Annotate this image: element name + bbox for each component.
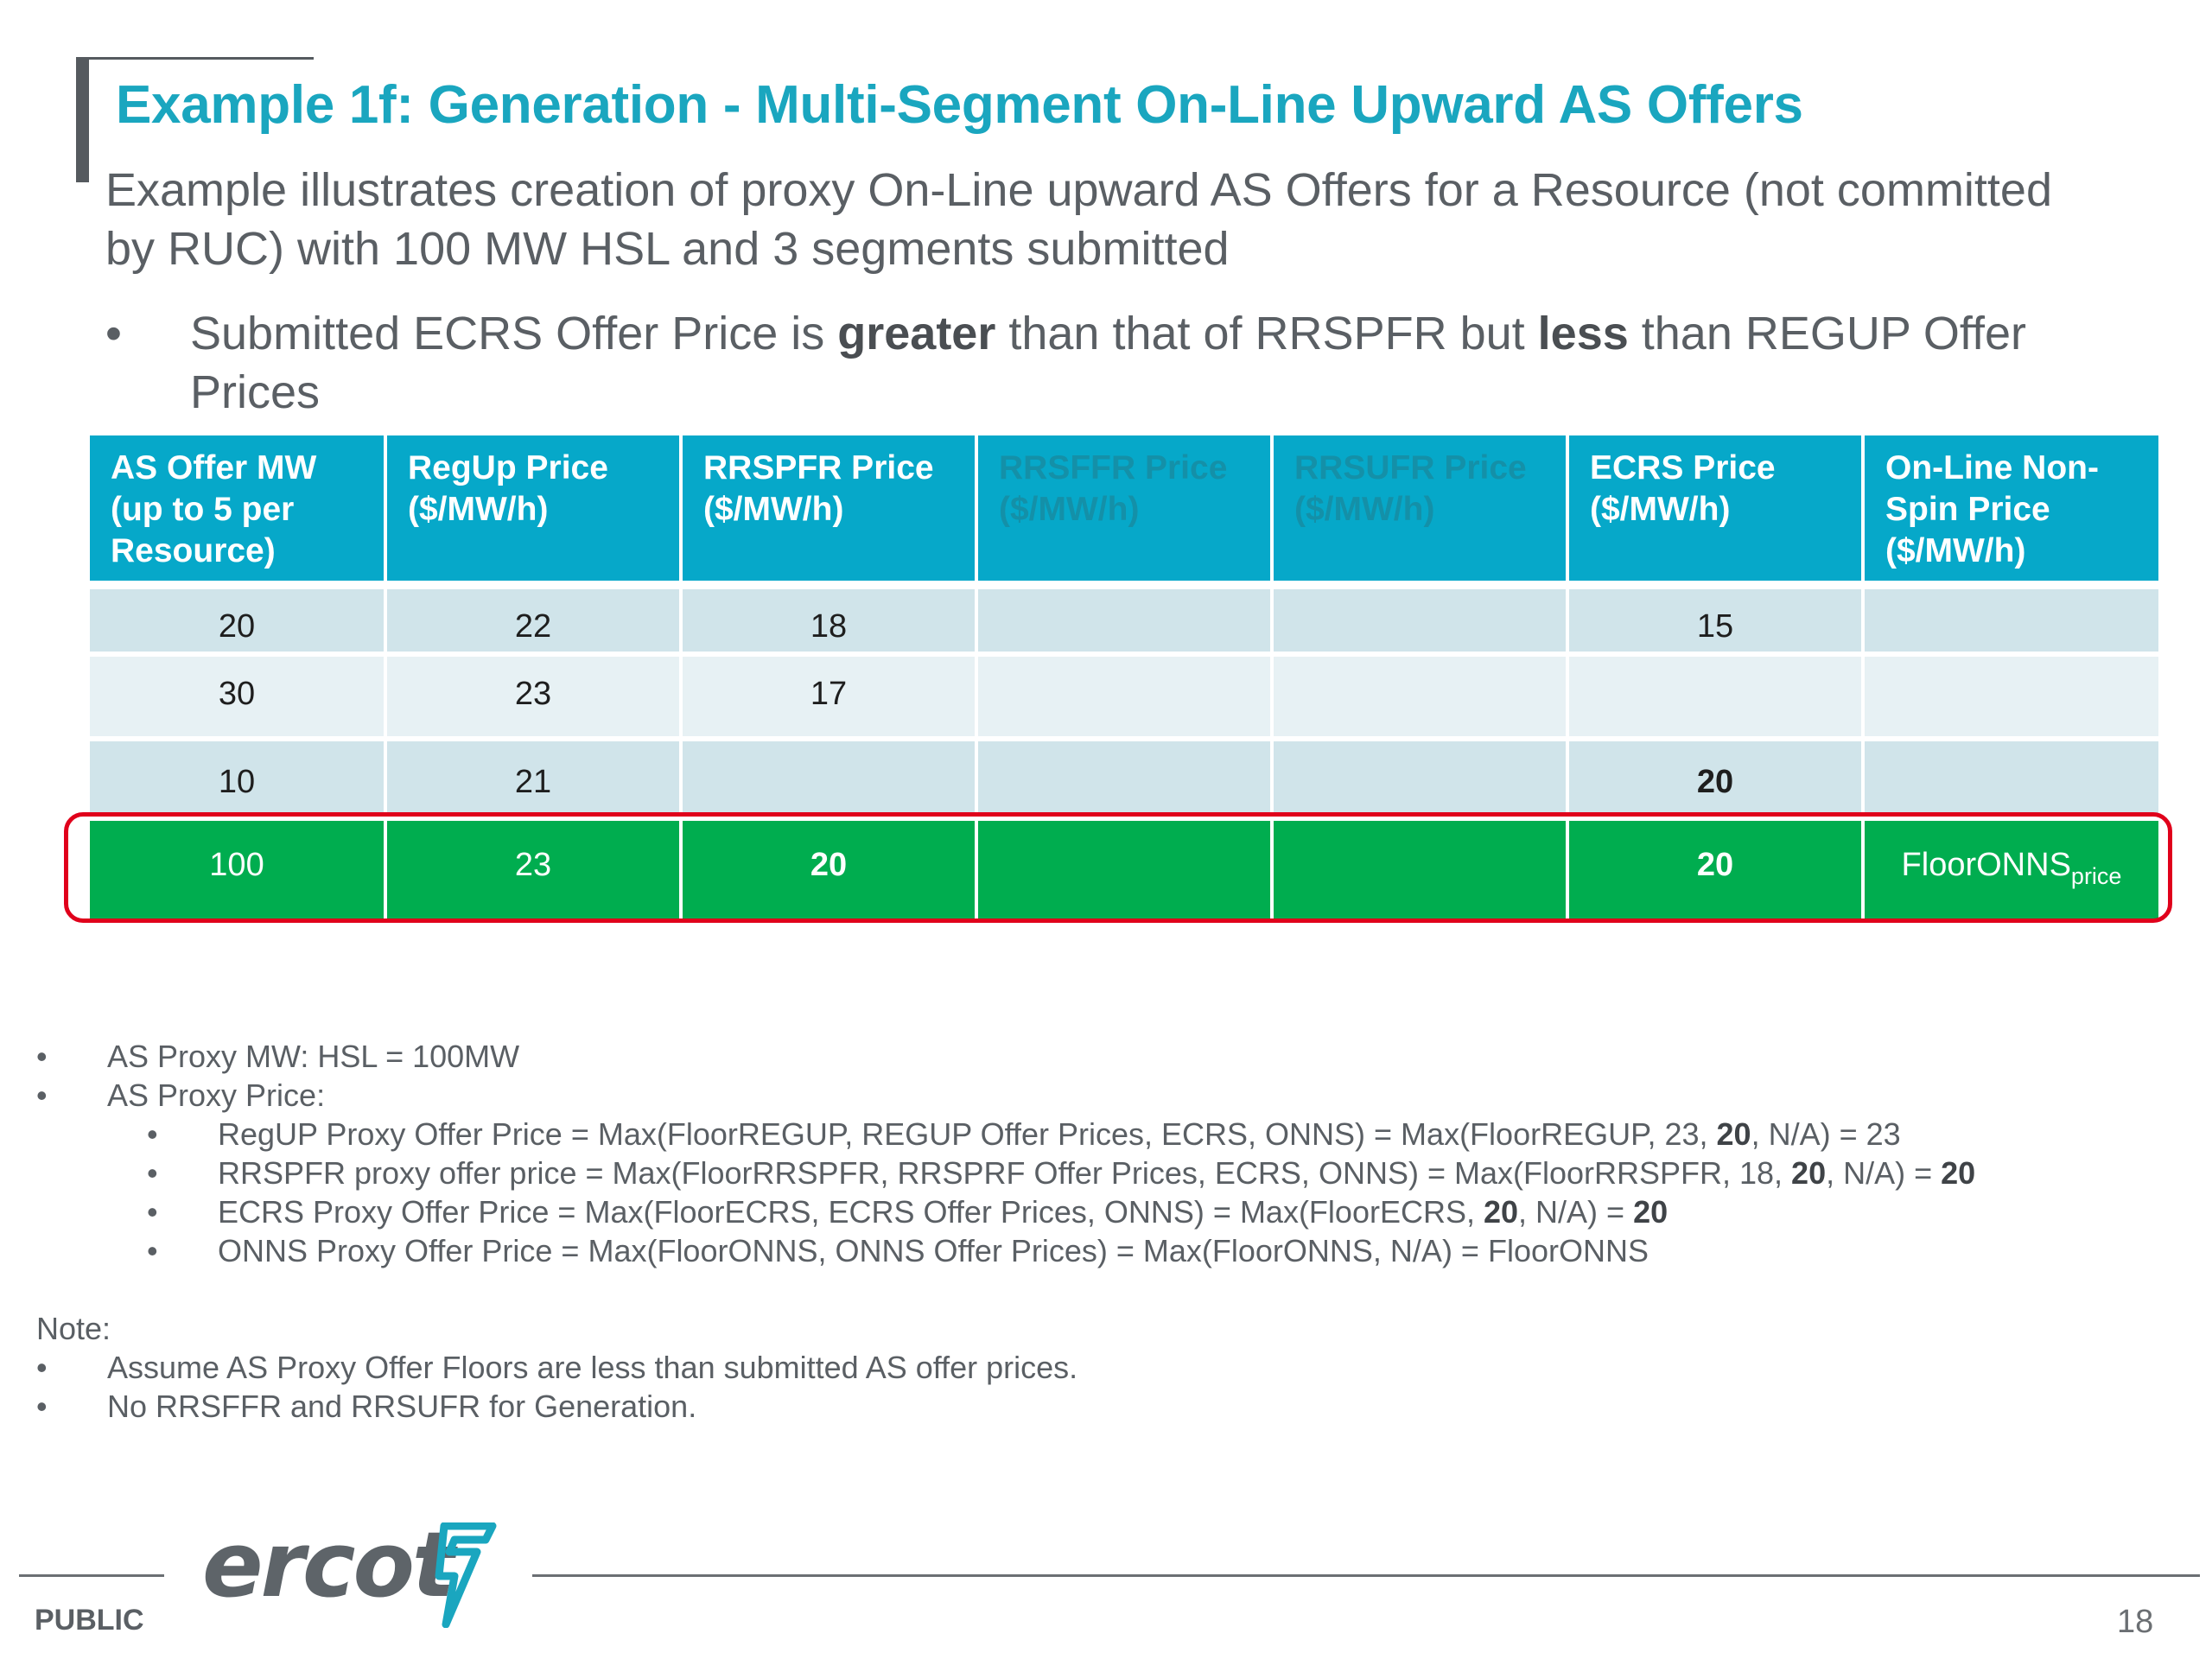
- proxy-offer-row: 100 23 20 20 FloorONNSprice: [90, 818, 2158, 920]
- proxy-ecrs-cell: 20: [1567, 818, 1865, 920]
- header-as-offer-mw: AS Offer MW (up to 5 per Resource): [90, 435, 387, 589]
- table-cell: [681, 739, 978, 821]
- header-rrsffr-price: RRSFFR Price ($/MW/h): [976, 435, 1274, 589]
- notes-section: • AS Proxy MW: HSL = 100MW • AS Proxy Pric…: [36, 1037, 2179, 1426]
- table-cell: 30: [90, 654, 387, 741]
- page-number: 18: [2117, 1604, 2154, 1640]
- footer-divider-left: [19, 1574, 164, 1577]
- bullet-marker: •: [147, 1194, 158, 1230]
- table-cell: 17: [681, 654, 978, 741]
- table-row: 30 23 17: [90, 654, 2158, 741]
- proxy-rrspfr-cell: 20: [681, 818, 978, 920]
- bullet-marker: •: [36, 1039, 48, 1074]
- table-cell: [1272, 654, 1569, 741]
- title-bracket: [76, 57, 314, 60]
- logo-wordmark: ercot: [202, 1512, 455, 1618]
- table-cell: [1272, 585, 1569, 657]
- table-cell: 21: [385, 739, 683, 821]
- list-item: • AS Proxy MW: HSL = 100MW: [36, 1037, 2179, 1076]
- table-cell: [1272, 739, 1569, 821]
- table-cell: 23: [385, 654, 683, 741]
- table-cell: [1863, 739, 2158, 821]
- table-cell: 15: [1567, 585, 1865, 657]
- bullet-marker: •: [36, 1077, 48, 1113]
- main-bullet: • Submitted ECRS Offer Price is greater …: [105, 304, 2162, 422]
- note-1: Assume AS Proxy Offer Floors are less th…: [107, 1350, 1078, 1385]
- table-cell: 10: [90, 739, 387, 821]
- bullet-marker: •: [147, 1155, 158, 1191]
- spacer: [36, 1270, 2179, 1309]
- ecrs-formula-pre: ECRS Proxy Offer Price = Max(FloorECRS, …: [218, 1194, 1484, 1230]
- bullet-marker: •: [36, 1350, 48, 1385]
- header-ecrs-price: ECRS Price ($/MW/h): [1567, 435, 1865, 589]
- bullet-marker: •: [105, 308, 122, 359]
- regup-formula-bold: 20: [1716, 1116, 1751, 1152]
- proxy-rrsffr-cell: [976, 818, 1274, 920]
- header-rrspfr-price: RRSPFR Price ($/MW/h): [681, 435, 978, 589]
- list-item: • Assume AS Proxy Offer Floors are less t…: [36, 1348, 2179, 1387]
- rrspfr-formula-bold2: 20: [1941, 1155, 1976, 1191]
- table-cell: [1863, 654, 2158, 741]
- list-item: • RRSPFR proxy offer price = Max(FloorRRS…: [36, 1154, 2179, 1192]
- proxy-regup-cell: 23: [385, 818, 683, 920]
- as-offer-table: AS Offer MW (up to 5 per Resource) RegUp…: [90, 435, 2158, 920]
- regup-formula-pre: RegUP Proxy Offer Price = Max(FloorREGUP…: [218, 1116, 1717, 1152]
- note-label: Note:: [36, 1311, 111, 1346]
- list-item: • ECRS Proxy Offer Price = Max(FloorECRS,…: [36, 1192, 2179, 1231]
- bullet-marker: •: [36, 1389, 48, 1424]
- proxy-mw-text: AS Proxy MW: HSL = 100MW: [107, 1039, 520, 1074]
- footer-divider-right: [532, 1574, 2200, 1577]
- rrspfr-formula-mid: , N/A) =: [1826, 1155, 1942, 1191]
- list-item: • RegUP Proxy Offer Price = Max(FloorREGU…: [36, 1115, 2179, 1154]
- ecrs-formula-bold2: 20: [1633, 1194, 1669, 1230]
- header-onns-price: On-Line Non-Spin Price ($/MW/h): [1863, 435, 2158, 589]
- bullet-marker: •: [147, 1233, 158, 1268]
- header-rrsufr-price: RRSUFR Price ($/MW/h): [1272, 435, 1569, 589]
- table-cell: [976, 585, 1274, 657]
- bullet-text-2: than that of RRSPFR but: [995, 308, 1538, 359]
- bullet-bold-greater: greater: [837, 308, 996, 359]
- table-header-row: AS Offer MW (up to 5 per Resource) RegUp…: [90, 435, 2158, 589]
- table-row: 10 21 20: [90, 739, 2158, 821]
- header-regup-price: RegUp Price ($/MW/h): [385, 435, 683, 589]
- title-bracket-bar: [76, 57, 89, 182]
- bullet-marker: •: [147, 1116, 158, 1152]
- list-item: • ONNS Proxy Offer Price = Max(FloorONNS,…: [36, 1231, 2179, 1270]
- table-cell: [1567, 654, 1865, 741]
- ercot-logo: ercot: [202, 1512, 497, 1642]
- table-cell: 20: [90, 585, 387, 657]
- regup-formula-post: , N/A) = 23: [1751, 1116, 1901, 1152]
- proxy-onns-cell: FloorONNSprice: [1863, 818, 2158, 920]
- note-2: No RRSFFR and RRSUFR for Generation.: [107, 1389, 697, 1424]
- rrspfr-formula-bold1: 20: [1791, 1155, 1827, 1191]
- table-cell: [976, 654, 1274, 741]
- bullet-bold-less: less: [1537, 308, 1629, 359]
- table-cell: [976, 739, 1274, 821]
- proxy-rrsufr-cell: [1272, 818, 1569, 920]
- ecrs-formula-bold1: 20: [1483, 1194, 1519, 1230]
- table-cell: 22: [385, 585, 683, 657]
- onns-formula: ONNS Proxy Offer Price = Max(FloorONNS, …: [218, 1233, 1649, 1268]
- table-row: 20 22 18 15: [90, 585, 2158, 657]
- rrspfr-formula-pre: RRSPFR proxy offer price = Max(FloorRRSP…: [218, 1155, 1792, 1191]
- list-item: • No RRSFFR and RRSUFR for Generation.: [36, 1387, 2179, 1426]
- table-cell: 20: [1567, 739, 1865, 821]
- main-bullet-text: Submitted ECRS Offer Price is greater th…: [190, 304, 2162, 422]
- ercot-bolt-icon: [435, 1522, 497, 1628]
- proxy-onns-main: FloorONNS: [1901, 847, 2071, 883]
- proxy-price-text: AS Proxy Price:: [107, 1077, 326, 1113]
- bullet-text-1: Submitted ECRS Offer Price is: [190, 308, 838, 359]
- slide-title: Example 1f: Generation - Multi-Segment O…: [116, 75, 1803, 135]
- table-cell: [1863, 585, 2158, 657]
- list-item: • AS Proxy Price:: [36, 1076, 2179, 1115]
- intro-text: Example illustrates creation of proxy On…: [105, 164, 2052, 275]
- proxy-onns-subscript: price: [2070, 863, 2122, 889]
- classification-label: PUBLIC: [35, 1604, 144, 1637]
- table-cell: 18: [681, 585, 978, 657]
- proxy-mw-cell: 100: [90, 818, 387, 920]
- ecrs-formula-mid: , N/A) =: [1518, 1194, 1634, 1230]
- bullet-text-3: than REGUP Offer Prices: [190, 308, 2026, 418]
